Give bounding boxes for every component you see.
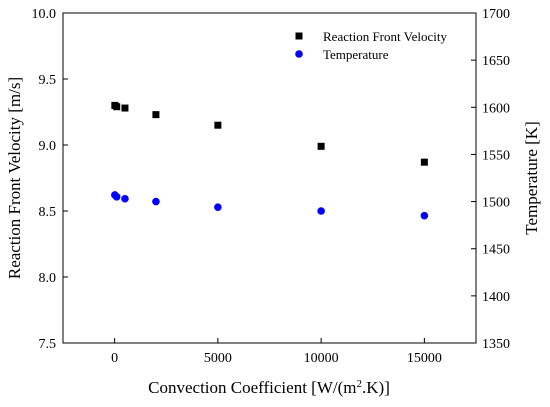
data-point-temperature bbox=[317, 207, 325, 215]
y-axis-right-title: Temperature [K] bbox=[522, 121, 541, 235]
y-tick-label-left: 9.0 bbox=[39, 139, 57, 154]
data-point-reaction-front-velocity bbox=[113, 103, 121, 111]
x-tick-label: 5000 bbox=[204, 351, 232, 366]
y-tick-label-left: 10.0 bbox=[32, 7, 57, 22]
legend-label-temperature: Temperature bbox=[323, 47, 389, 62]
y-tick-label-left: 8.0 bbox=[39, 271, 57, 286]
x-tick-label: 15000 bbox=[407, 351, 442, 366]
y-tick-label-right: 1500 bbox=[482, 196, 510, 211]
data-point-temperature bbox=[214, 203, 222, 212]
data-point-reaction-front-velocity bbox=[420, 158, 428, 166]
y-tick-label-right: 1400 bbox=[482, 290, 510, 305]
x-axis: 0 5000 10000 15000 bbox=[111, 338, 442, 366]
y-tick-label-right: 1700 bbox=[482, 7, 510, 22]
data-point-temperature bbox=[152, 197, 160, 206]
data-point-temperature bbox=[112, 193, 121, 201]
data-point-reaction-front-velocity bbox=[121, 104, 129, 112]
y-tick-label-right: 1550 bbox=[482, 148, 510, 163]
y-tick-label-left: 7.5 bbox=[39, 337, 57, 352]
y-tick-label-left: 8.5 bbox=[39, 205, 57, 220]
legend-marker-temperature bbox=[295, 50, 303, 58]
y-tick-label-right: 1450 bbox=[482, 243, 510, 258]
data-points bbox=[111, 101, 429, 220]
data-point-temperature bbox=[420, 211, 429, 220]
y-axis-right: 1350 1400 1450 1500 1550 1600 1650 1700 bbox=[471, 7, 510, 352]
data-point-reaction-front-velocity bbox=[317, 142, 325, 150]
x-tick-label: 0 bbox=[111, 351, 118, 366]
legend-label-reaction-front-velocity: Reaction Front Velocity bbox=[323, 29, 447, 44]
y-axis-left: 7.5 8.0 8.5 9.0 9.5 10.0 bbox=[32, 7, 68, 352]
plot-frame bbox=[62, 12, 477, 344]
y-tick-label-right: 1600 bbox=[482, 101, 510, 116]
legend-marker-reaction-front-velocity bbox=[295, 32, 303, 40]
y-axis-left-title: Reaction Front Velocity [m/s] bbox=[5, 77, 24, 279]
data-point-reaction-front-velocity bbox=[152, 111, 160, 119]
y-tick-label-left: 9.5 bbox=[39, 73, 57, 88]
data-point-temperature bbox=[121, 194, 129, 203]
x-tick-label: 10000 bbox=[304, 351, 339, 366]
y-tick-label-right: 1350 bbox=[482, 337, 510, 352]
y-tick-label-right: 1650 bbox=[482, 54, 510, 69]
legend: Reaction Front Velocity Temperature bbox=[295, 29, 447, 62]
x-axis-title: Convection Coefficient [W/(m2.K)] bbox=[148, 378, 390, 397]
data-point-reaction-front-velocity bbox=[214, 121, 222, 129]
